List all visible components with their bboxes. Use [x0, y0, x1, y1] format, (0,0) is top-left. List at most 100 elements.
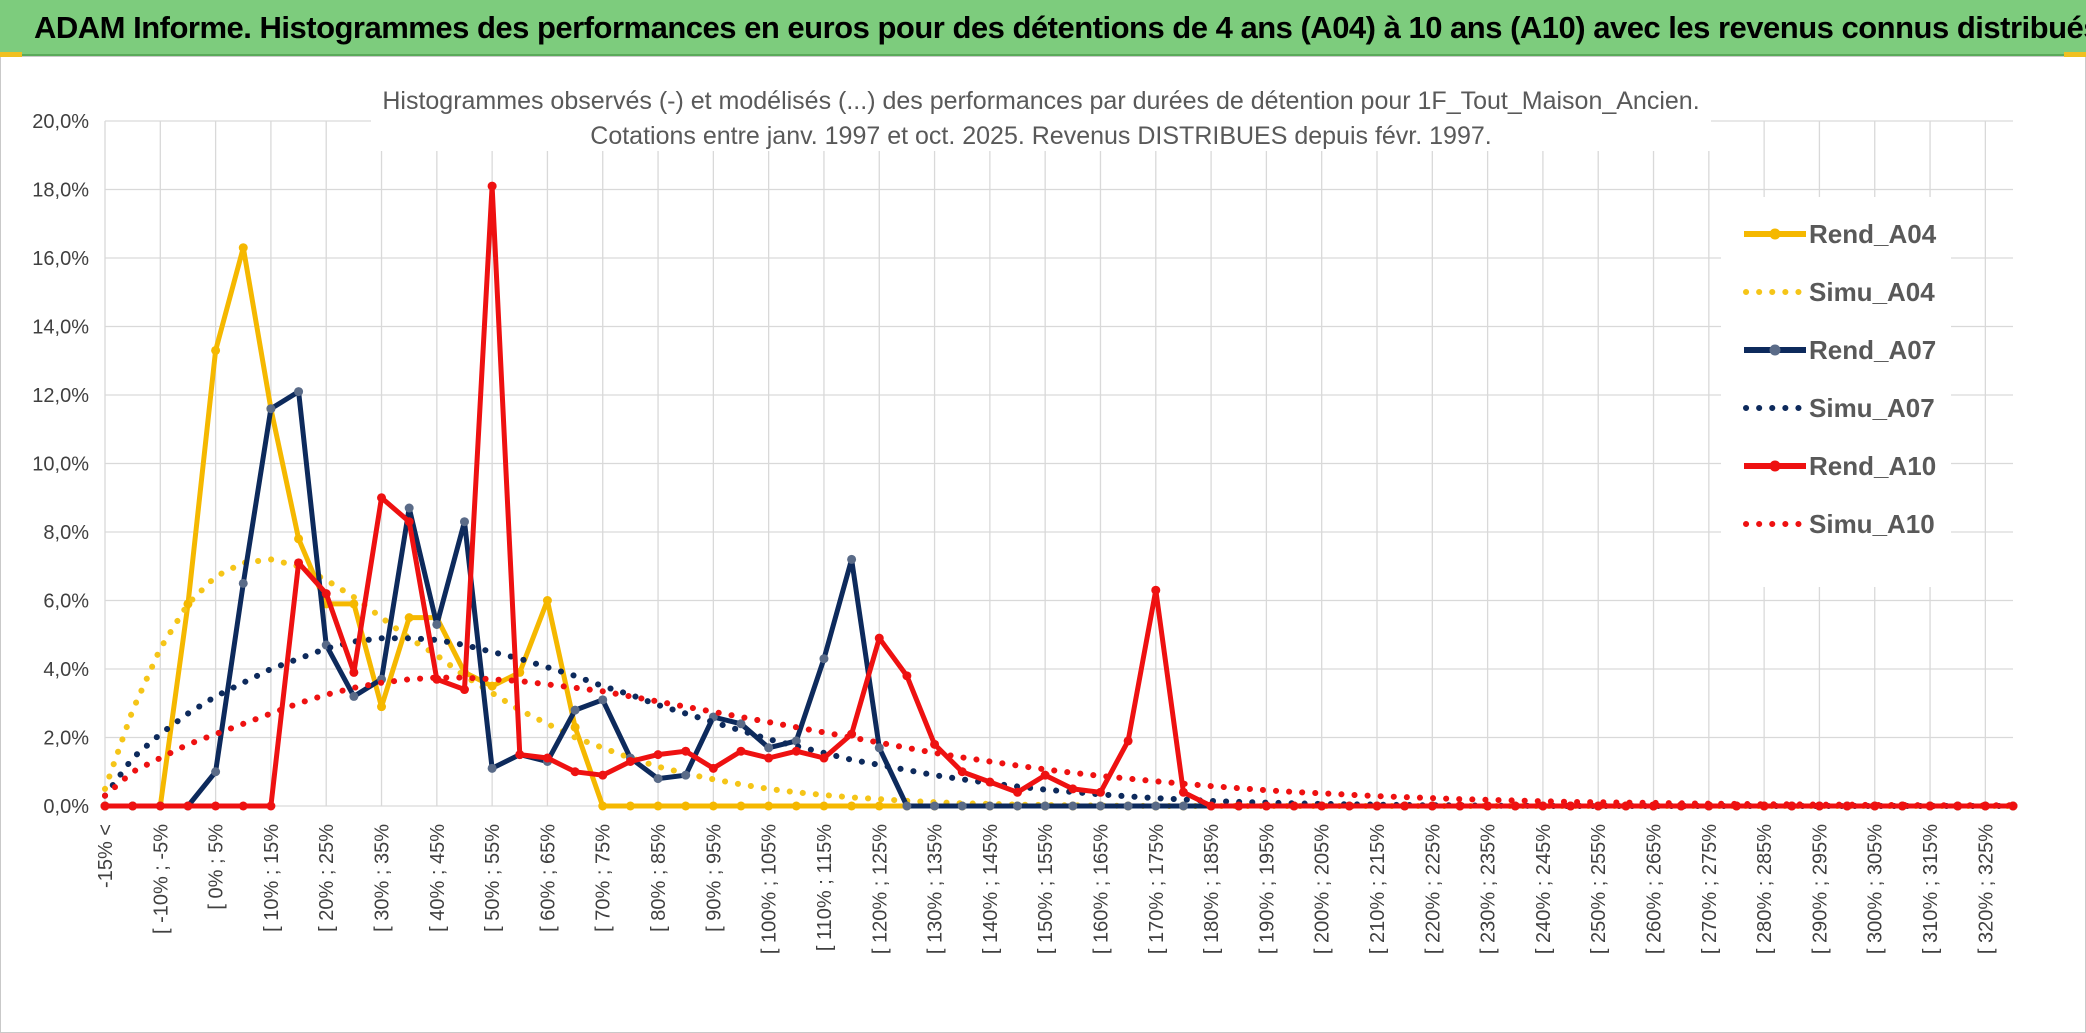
rend-a07-point: [1123, 801, 1133, 811]
chart-title: Histogrammes observés (-) et modélisés (…: [382, 87, 1699, 115]
x-tick-label: [ 130% ; 135%: [925, 824, 947, 954]
title-background: [371, 81, 1711, 151]
legend-label-rend-a10: Rend_A10: [1809, 451, 1936, 481]
x-tick-label: [ 10% ; 15%: [261, 824, 283, 932]
x-tick-label: [ 280% ; 285%: [1754, 824, 1776, 954]
chart: 0,0% 2,0% 4,0% 6,0% 8,0% 10,0% 12,0% 14,0% 16,0%…: [32, 81, 2018, 954]
x-tick-label: [ 250% ; 255%: [1588, 824, 1610, 954]
x-tick-label: [ 140% ; 145%: [980, 824, 1002, 954]
rend-a07-point: [459, 517, 469, 527]
chart-subtitle: Cotations entre janv. 1997 et oct. 2025.…: [590, 122, 1491, 150]
rend-a10-point: [1040, 770, 1050, 780]
rend-a10-point: [1510, 801, 1520, 811]
x-tick-label: [ 20% ; 25%: [316, 824, 338, 932]
y-tick-label: 16,0%: [32, 248, 89, 270]
rend-a07-point: [349, 691, 359, 701]
rend-a04-point: [819, 801, 829, 811]
rend-a07-point: [847, 554, 857, 564]
rend-a07-point: [294, 387, 304, 397]
x-tick-label: [ 160% ; 165%: [1090, 824, 1112, 954]
legend-label-rend-a04: Rend_A04: [1809, 219, 1937, 249]
rend-a04-point: [542, 596, 552, 605]
rend-a10-point: [930, 739, 940, 749]
rend-a10-point: [459, 685, 469, 695]
rend-a10-point: [625, 756, 635, 766]
rend-a10-point: [681, 746, 691, 756]
rend-a04-point: [681, 801, 691, 811]
rend-a10-point: [128, 801, 138, 811]
rend-a10-point: [1206, 801, 1216, 811]
rend-a10-point: [1538, 801, 1548, 811]
rend-a07-point: [902, 801, 912, 811]
x-tick-label: [ 190% ; 195%: [1256, 824, 1278, 954]
legend-marker-rend-a07: [1769, 344, 1781, 356]
rend-a10-point: [1178, 787, 1188, 797]
rend-a10-point: [1566, 801, 1576, 811]
rend-a10-point: [598, 770, 608, 780]
x-tick-label: [ 240% ; 245%: [1533, 824, 1555, 954]
rend-a07-point: [487, 763, 497, 773]
x-tick-label: [ 40% ; 45%: [427, 824, 449, 932]
y-tick-label: 14,0%: [32, 317, 89, 339]
y-tick-label: 10,0%: [32, 454, 89, 476]
rend-a10-point: [487, 181, 497, 191]
rend-a04-point: [625, 801, 635, 811]
y-tick-label: 20,0%: [32, 111, 89, 133]
rend-a07-point: [653, 774, 663, 784]
x-tick-label: [ 180% ; 185%: [1201, 824, 1223, 954]
y-tick-label: 12,0%: [32, 385, 89, 407]
rend-a07-point: [681, 770, 691, 780]
rend-a10-point: [321, 589, 331, 599]
rend-a10-point: [764, 753, 774, 763]
x-tick-label: [ 200% ; 205%: [1312, 824, 1334, 954]
rend-a10-point: [1095, 787, 1105, 797]
rend-a10-point: [542, 753, 552, 763]
rend-a10-point: [377, 493, 387, 503]
rend-a10-point: [736, 746, 746, 756]
rend-a04-point: [736, 801, 746, 811]
rend-a07-point: [791, 736, 801, 746]
simu-a10-line: [102, 674, 2016, 809]
rend-a10-point: [570, 767, 580, 777]
rend-a10-point: [211, 801, 221, 811]
y-tick-label: 18,0%: [32, 180, 89, 202]
rend-a10-point: [1289, 801, 1299, 811]
legend-label-simu-a10: Simu_A10: [1809, 509, 1935, 539]
corner-accent-left: [0, 52, 22, 57]
rend-a07-point: [1040, 801, 1050, 811]
rend-a10-point: [294, 558, 304, 568]
rend-a10-point: [708, 763, 718, 773]
rend-a10-point: [238, 801, 248, 811]
rend-a07-point: [266, 404, 276, 414]
y-tick-label: 0,0%: [43, 796, 89, 818]
rend-a07-point: [957, 801, 967, 811]
x-tick-label: [ 50% ; 55%: [482, 824, 504, 932]
rend-a04-point: [377, 702, 387, 712]
x-tick-label: [ 220% ; 225%: [1422, 824, 1444, 954]
x-tick-label: [ 230% ; 235%: [1478, 824, 1500, 954]
rend-a07-point: [432, 619, 442, 629]
rend-a10-point: [957, 767, 967, 777]
rend-a07-point: [238, 578, 248, 588]
rend-a10-point: [155, 801, 165, 811]
x-tick-label: [ 70% ; 75%: [593, 824, 615, 932]
corner-accent-right: [2064, 52, 2086, 57]
rend-a04-point: [598, 801, 608, 811]
rend-a10-point: [100, 801, 110, 811]
x-tick-label: [ 100% ; 105%: [759, 824, 781, 954]
x-tick-label: [ 210% ; 215%: [1367, 824, 1389, 954]
rend-a10-point: [1123, 736, 1133, 746]
x-tick-label: [ 170% ; 175%: [1146, 824, 1168, 954]
rend-a04-point: [791, 801, 801, 811]
rend-a10-point: [1151, 585, 1161, 595]
rend-a10-point: [404, 517, 414, 527]
rend-a10-point: [1483, 801, 1493, 811]
rend-a10-point: [349, 667, 359, 677]
rend-a07-point: [211, 767, 221, 777]
x-tick-label: [ 270% ; 275%: [1699, 824, 1721, 954]
rend-a10-point: [1317, 801, 1327, 811]
rend-a04-point: [570, 722, 580, 732]
rend-a10-point: [1372, 801, 1382, 811]
chart-frame: 0,0% 2,0% 4,0% 6,0% 8,0% 10,0% 12,0% 14,0% 16,0%…: [0, 56, 2086, 1033]
rend-a10-point: [1593, 801, 1603, 811]
